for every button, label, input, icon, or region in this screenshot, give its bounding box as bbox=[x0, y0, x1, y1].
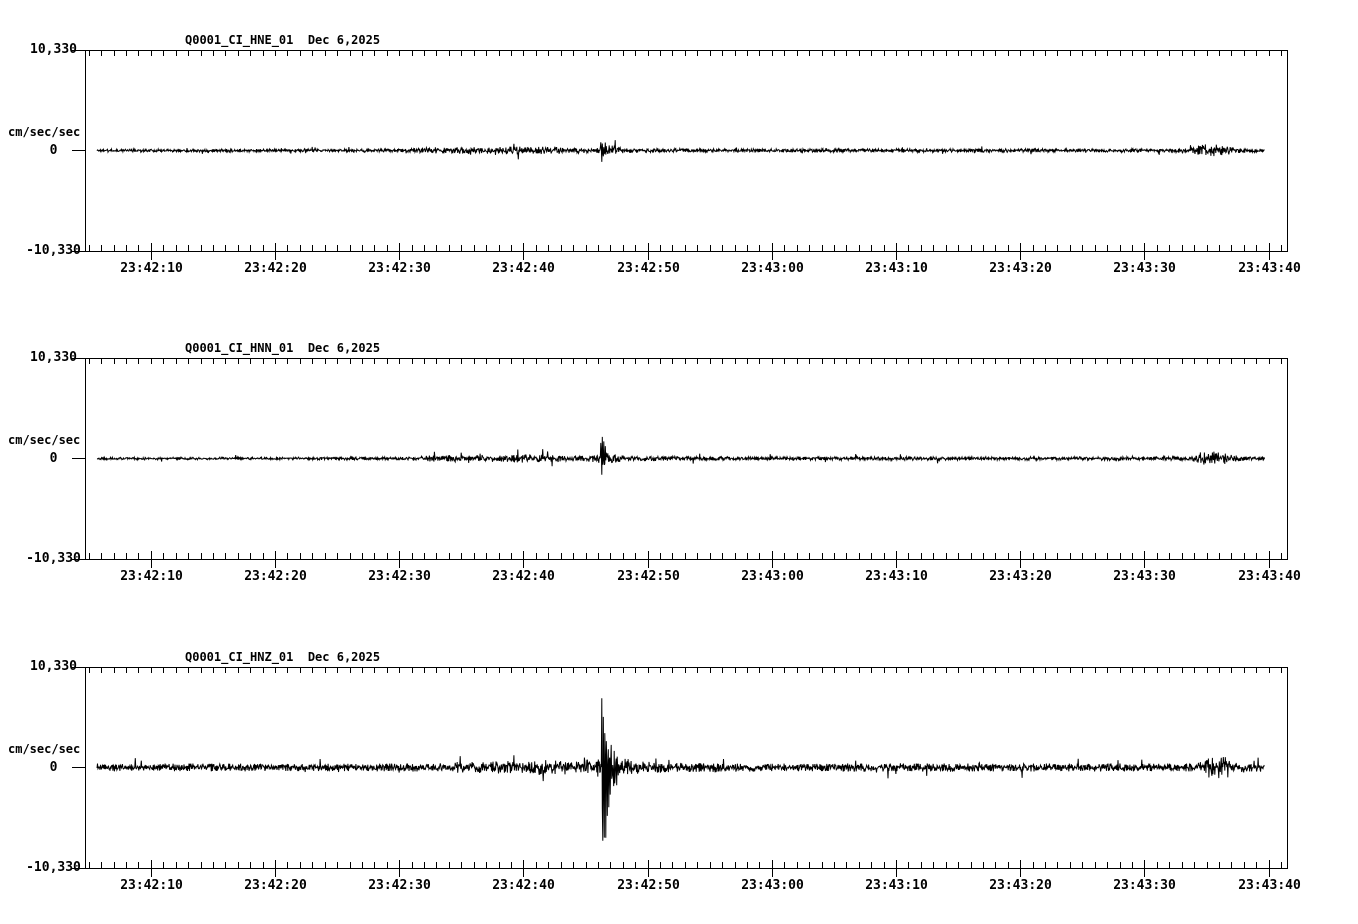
x-tick-label: 23:42:50 bbox=[617, 261, 680, 276]
waveform-trace-hnz bbox=[96, 698, 1265, 841]
x-tick-label: 23:42:40 bbox=[492, 261, 555, 276]
x-tick-label: 23:43:40 bbox=[1238, 261, 1301, 276]
x-tick-label: 23:42:20 bbox=[244, 878, 307, 893]
y-tick-max: 10,330 bbox=[30, 350, 77, 365]
y-tick-min: -10,330 bbox=[26, 860, 81, 875]
y-tick-max: 10,330 bbox=[30, 42, 77, 57]
x-tick-label: 23:43:00 bbox=[741, 878, 804, 893]
x-tick-label: 23:42:50 bbox=[617, 569, 680, 584]
x-tick-label: 23:43:20 bbox=[989, 569, 1052, 584]
x-tick-label: 23:43:30 bbox=[1113, 261, 1176, 276]
x-tick-label: 23:42:50 bbox=[617, 878, 680, 893]
x-tick-label: 23:42:10 bbox=[120, 569, 183, 584]
plot-box bbox=[85, 50, 1288, 252]
x-tick-label: 23:43:00 bbox=[741, 569, 804, 584]
x-tick-label: 23:42:30 bbox=[368, 878, 431, 893]
x-tick-label: 23:42:10 bbox=[120, 261, 183, 276]
trace-title: Q0001_CI_HNZ_01 Dec 6,2025 bbox=[185, 650, 381, 664]
x-tick-label: 23:42:20 bbox=[244, 261, 307, 276]
y-tick-zero: 0 bbox=[49, 451, 58, 466]
waveform-trace-hne bbox=[96, 140, 1265, 162]
x-tick-label: 23:43:20 bbox=[989, 878, 1052, 893]
x-tick-label: 23:42:40 bbox=[492, 569, 555, 584]
trace-title: Q0001_CI_HNE_01 Dec 6,2025 bbox=[185, 33, 381, 47]
plot-box bbox=[85, 358, 1288, 560]
trace-title: Q0001_CI_HNN_01 Dec 6,2025 bbox=[185, 341, 381, 355]
x-tick-label: 23:42:30 bbox=[368, 569, 431, 584]
y-tick-zero: 0 bbox=[49, 143, 58, 158]
x-tick-label: 23:43:10 bbox=[865, 261, 928, 276]
y-axis-unit: cm/sec/sec bbox=[8, 433, 81, 447]
plot-box bbox=[85, 667, 1288, 869]
x-tick-label: 23:43:30 bbox=[1113, 569, 1176, 584]
y-tick-max: 10,330 bbox=[30, 659, 77, 674]
x-tick-label: 23:42:30 bbox=[368, 261, 431, 276]
x-tick-label: 23:42:40 bbox=[492, 878, 555, 893]
y-tick-min: -10,330 bbox=[26, 551, 81, 566]
x-tick-label: 23:43:00 bbox=[741, 261, 804, 276]
x-tick-label: 23:42:10 bbox=[120, 878, 183, 893]
x-tick-label: 23:43:10 bbox=[865, 878, 928, 893]
waveform-trace-hnn bbox=[96, 436, 1265, 475]
y-axis-unit: cm/sec/sec bbox=[8, 125, 81, 139]
y-axis-unit: cm/sec/sec bbox=[8, 742, 81, 756]
x-tick-label: 23:43:40 bbox=[1238, 569, 1301, 584]
x-tick-label: 23:43:10 bbox=[865, 569, 928, 584]
y-tick-min: -10,330 bbox=[26, 243, 81, 258]
x-tick-label: 23:43:40 bbox=[1238, 878, 1301, 893]
y-tick-zero: 0 bbox=[49, 760, 58, 775]
x-tick-label: 23:43:20 bbox=[989, 261, 1052, 276]
x-tick-label: 23:42:20 bbox=[244, 569, 307, 584]
x-tick-label: 23:43:30 bbox=[1113, 878, 1176, 893]
